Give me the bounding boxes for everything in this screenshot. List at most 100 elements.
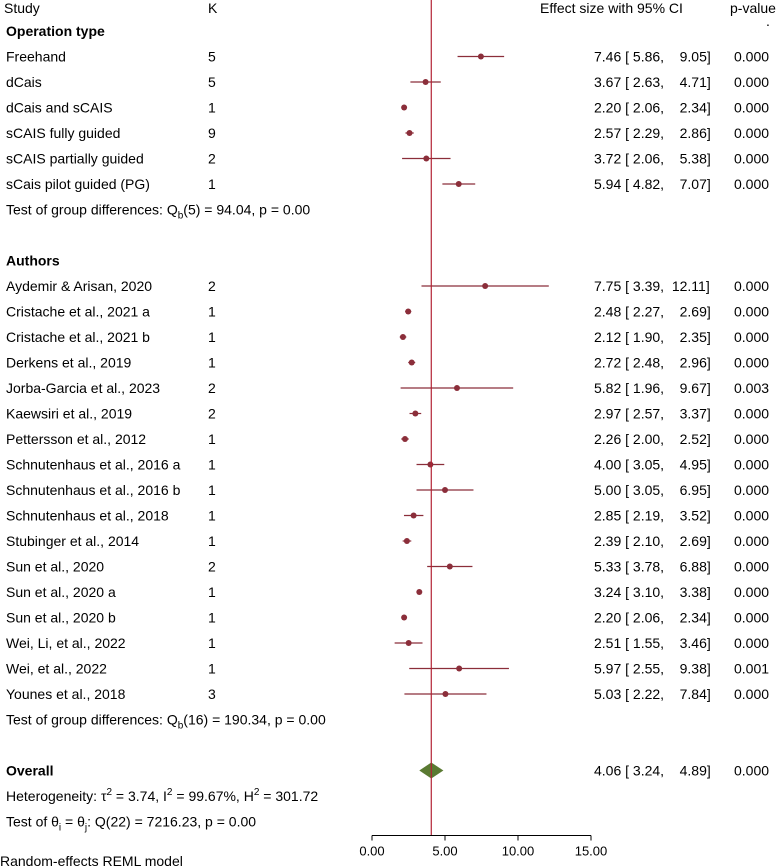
ci-text: 2.57 [ 2.29, 2.86]: [594, 125, 711, 141]
study-label: Schnutenhaus et al., 2016 a: [6, 457, 181, 473]
effect-point: [456, 665, 463, 672]
effect-point: [410, 512, 417, 519]
effect-point: [408, 359, 415, 366]
k-value: 1: [208, 661, 216, 677]
group-title: Operation type: [6, 23, 105, 39]
study-label: Pettersson et al., 2012: [6, 431, 146, 447]
k-value: 1: [208, 355, 216, 371]
group-test-prefix: Test of group differences: Q: [6, 202, 178, 218]
overall-test-sub2: j: [84, 823, 87, 834]
p-value: 0.001: [734, 661, 769, 677]
p-value: 0.000: [734, 100, 769, 116]
group-title: Authors: [6, 253, 60, 269]
study-label: dCais and sCAIS: [6, 100, 113, 116]
study-label: Sun et al., 2020 b: [6, 610, 116, 626]
k-value: 1: [208, 482, 216, 498]
effect-point: [399, 334, 406, 340]
effect-point: [442, 487, 448, 493]
p-value: 0.000: [734, 125, 769, 141]
effect-point: [446, 563, 453, 570]
p-value: 0.000: [734, 151, 769, 167]
overall-p-value: 0.000: [734, 763, 769, 779]
overall-test-suffix: : Q(22) = 7216.23, p = 0.00: [87, 814, 256, 830]
effect-point: [482, 283, 489, 289]
effect-point: [477, 53, 484, 60]
study-label: Freehand: [6, 49, 66, 65]
k-value: 2: [208, 406, 216, 422]
ci-text: 4.00 [ 3.05, 4.95]: [594, 457, 711, 473]
effect-point: [427, 461, 434, 468]
study-label: Cristache et al., 2021 a: [6, 304, 150, 320]
study-label: Schnutenhaus et al., 2018: [6, 508, 169, 524]
ci-text: 2.97 [ 2.57, 3.37]: [594, 406, 711, 422]
heterogeneity: Heterogeneity: τ2 = 3.74, I2 = 99.67%, H…: [6, 787, 318, 804]
study-label: Jorba-Garcia et al., 2023: [6, 380, 160, 396]
overall-test-sub1: i: [59, 823, 61, 834]
het-h-sup: 2: [254, 787, 260, 798]
group-test-sub: b: [178, 211, 184, 222]
het-suffix: = 301.72: [259, 788, 318, 804]
effect-point: [453, 385, 460, 391]
ci-text: 2.51 [ 1.55, 3.46]: [594, 635, 711, 651]
effect-point: [405, 640, 412, 646]
overall-label: Overall: [6, 763, 53, 779]
group-test-suffix: (16) = 190.34, p = 0.00: [183, 712, 326, 728]
effect-point: [455, 181, 462, 187]
p-value: 0.000: [734, 559, 769, 575]
k-value: 2: [208, 278, 216, 294]
p-value: 0.000: [734, 49, 769, 65]
study-label: Derkens et al., 2019: [6, 355, 132, 371]
k-value: 3: [208, 686, 216, 702]
k-value: 5: [208, 49, 216, 65]
header-effect: Effect size with 95% CI: [540, 0, 683, 16]
group-test-prefix: Test of group differences: Q: [6, 712, 178, 728]
effect-point: [422, 79, 429, 85]
k-value: 1: [208, 533, 216, 549]
ci-text: 5.03 [ 2.22, 7.84]: [594, 686, 711, 702]
k-value: 9: [208, 125, 216, 141]
study-label: Cristache et al., 2021 b: [6, 329, 150, 345]
effect-point: [423, 155, 430, 162]
p-value: 0.000: [734, 406, 769, 422]
k-value: 1: [208, 176, 216, 192]
effect-point: [405, 308, 412, 315]
study-label: sCais pilot guided (PG): [6, 176, 150, 192]
p-value: 0.000: [734, 278, 769, 294]
corner-mark: .: [766, 13, 770, 29]
footer-note: Random-effects REML model: [0, 853, 183, 868]
study-label: sCAIS fully guided: [6, 125, 120, 141]
ci-text: 2.26 [ 2.00, 2.52]: [594, 431, 711, 447]
effect-point: [406, 130, 413, 136]
ci-text: 3.24 [ 3.10, 3.38]: [594, 584, 711, 600]
study-label: Kaewsiri et al., 2019: [6, 406, 132, 422]
p-value: 0.000: [734, 431, 769, 447]
ci-text: 2.85 [ 2.19, 3.52]: [594, 508, 711, 524]
het-i-sup: 2: [167, 787, 173, 798]
ci-text: 5.00 [ 3.05, 6.95]: [594, 482, 711, 498]
overall-ci-text: 4.06 [ 3.24, 4.89]: [594, 763, 711, 779]
ci-text: 2.12 [ 1.90, 2.35]: [594, 329, 711, 345]
het-mid: = 3.74, I: [112, 788, 167, 804]
k-value: 2: [208, 151, 216, 167]
p-value: 0.000: [734, 304, 769, 320]
x-axis: 0.00 5.00 10.00 15.00: [359, 835, 607, 859]
p-value: 0.000: [734, 610, 769, 626]
ci-text: 3.72 [ 2.06, 5.38]: [594, 151, 711, 167]
group-test: Test of group differences: Qb(16) = 190.…: [6, 712, 326, 732]
p-value: 0.000: [734, 508, 769, 524]
header-k: K: [208, 0, 218, 16]
study-label: Sun et al., 2020 a: [6, 584, 116, 600]
p-value: 0.000: [734, 584, 769, 600]
overall-test-prefix: Test of θ: [6, 814, 59, 830]
p-value: 0.000: [734, 457, 769, 473]
x-tick-label: 5.00: [432, 844, 457, 859]
ci-text: 7.75 [ 3.39, 12.11]: [594, 278, 710, 294]
k-value: 1: [208, 610, 216, 626]
het-prefix: Heterogeneity: τ: [6, 788, 107, 804]
effect-point: [401, 104, 408, 111]
p-value: 0.000: [734, 329, 769, 345]
het-mid2: = 99.67%, H: [172, 788, 253, 804]
study-label: Stubinger et al., 2014: [6, 533, 139, 549]
k-value: 1: [208, 457, 216, 473]
x-tick-label: 10.00: [502, 844, 535, 859]
